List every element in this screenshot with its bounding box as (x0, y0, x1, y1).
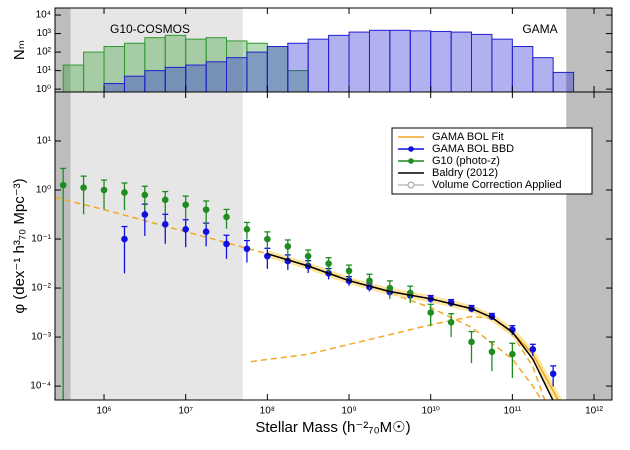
legend-label: GAMA BOL BBD (432, 143, 514, 155)
y-tick-label: 10⁴ (36, 10, 51, 21)
data-point (141, 211, 149, 218)
data-point (264, 235, 271, 243)
histogram-bar (511, 46, 534, 92)
histogram-bar (246, 51, 268, 92)
x-tick-label: 10⁹ (341, 406, 356, 417)
data-point (325, 260, 332, 267)
fit-line (267, 253, 554, 400)
x-axis-title: Stellar Mass (h⁻²₇₀M☉) (255, 419, 410, 436)
y-tick-label: 10⁻³ (31, 332, 51, 343)
data-point (223, 213, 230, 221)
histogram (62, 29, 575, 92)
histogram-bar (266, 46, 289, 92)
data-point (243, 226, 251, 233)
histogram-bar (532, 57, 554, 92)
histogram-bar (450, 31, 472, 92)
y-tick-label: 10⁰ (36, 185, 51, 196)
legend-label: GAMA BOL Fit (432, 131, 504, 143)
data-point (447, 319, 455, 326)
histogram-bar (389, 29, 411, 92)
data-point (488, 348, 496, 356)
legend-swatch (408, 158, 414, 164)
legend-label: G10 (photo-z) (432, 155, 500, 167)
y-tick-label: 10⁻⁴ (30, 381, 51, 392)
histogram-bar (328, 34, 350, 92)
y-tick-label: 10⁻¹ (31, 234, 51, 245)
data-point (59, 181, 67, 189)
shaded-region (70, 92, 243, 400)
plot-area (55, 167, 563, 400)
y-tick-label: 10¹ (37, 65, 52, 76)
data-point (100, 186, 108, 194)
data-point (509, 350, 516, 358)
histogram-bar (368, 29, 391, 92)
data-point (549, 370, 557, 378)
data-point (80, 184, 87, 191)
data-point (366, 277, 373, 285)
legend-label: Volume Correction Applied (432, 179, 562, 191)
data-point (202, 228, 210, 236)
data-point (121, 235, 128, 243)
histogram-bar (164, 66, 187, 92)
y-tick-label: 10¹ (37, 136, 52, 147)
legend-label: Baldry (2012) (432, 167, 498, 179)
data-point (304, 252, 312, 260)
histogram-bar (185, 64, 207, 92)
x-tick-label: 10¹⁰ (421, 406, 439, 417)
y-axis-title: Nₘ (11, 40, 28, 60)
data-point (345, 267, 353, 275)
data-point (468, 338, 475, 346)
legend-box (391, 127, 593, 195)
data-point (141, 191, 149, 199)
histogram-bar (307, 38, 330, 92)
histogram-bar (287, 42, 309, 92)
y-axis-title: φ (dex⁻¹ h³₇₀ Mpc⁻³) (11, 178, 28, 313)
histogram-bar (226, 57, 248, 92)
data-point (386, 284, 394, 292)
data-point (182, 226, 189, 233)
histogram-bar (491, 38, 513, 92)
x-tick-label: 10¹² (585, 406, 603, 417)
legend-swatch (407, 181, 415, 189)
fit-band (266, 250, 563, 400)
histogram-bar (62, 64, 85, 92)
data-point (121, 189, 128, 196)
data-point (161, 220, 169, 228)
histogram-bar (144, 70, 166, 92)
x-tick-label: 10⁸ (260, 406, 275, 417)
data-point (243, 245, 251, 253)
fit-line (267, 253, 560, 400)
histogram-bar (430, 30, 452, 92)
y-tick-label: 10⁰ (36, 84, 51, 95)
y-tick-label: 10² (37, 47, 52, 58)
data-point (182, 201, 189, 209)
x-tick-label: 10⁷ (178, 406, 193, 417)
legend-swatch (408, 146, 414, 152)
shaded-region (70, 8, 243, 92)
histogram-bar (205, 61, 228, 92)
histogram-bar (103, 83, 125, 92)
data-point (202, 206, 210, 213)
histogram-bar (83, 51, 105, 92)
data-point (161, 196, 169, 204)
plot-frame (54, 91, 613, 401)
component-curve (250, 315, 546, 400)
histogram-bar (123, 75, 146, 92)
histogram-bar (409, 30, 432, 92)
series-annotation: GAMA (522, 22, 557, 36)
histogram-bar (470, 33, 493, 92)
y-tick-label: 10³ (37, 28, 52, 39)
data-point (284, 243, 292, 250)
series-annotation: G10-COSMOS (110, 22, 190, 36)
histogram-bar (348, 31, 370, 92)
data-point (427, 309, 434, 316)
x-tick-label: 10⁶ (96, 406, 111, 417)
data-point (223, 240, 230, 248)
x-tick-label: 10¹¹ (503, 406, 521, 417)
histogram-bar (552, 71, 575, 92)
y-tick-label: 10⁻² (31, 283, 51, 294)
data-point (529, 346, 537, 353)
